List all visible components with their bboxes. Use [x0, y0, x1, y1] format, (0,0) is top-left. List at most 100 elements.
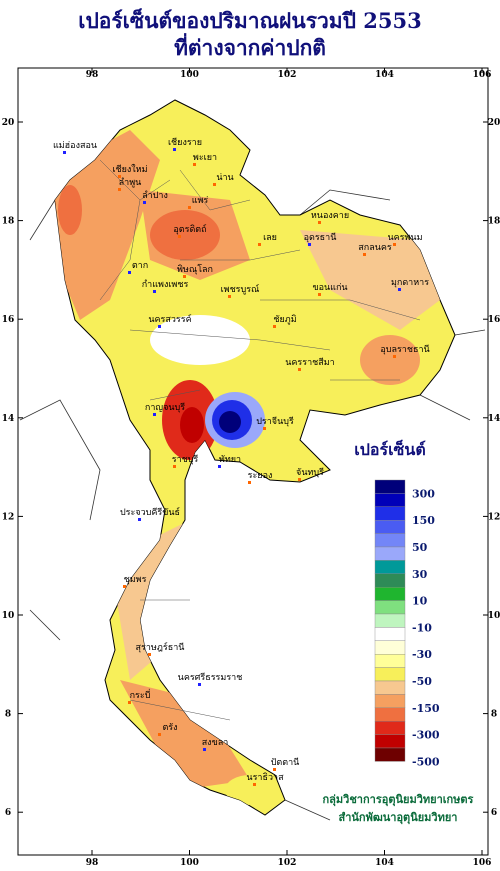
station [298, 478, 301, 481]
station [248, 481, 251, 484]
place-label: จันทบุรี [296, 467, 324, 478]
station [138, 518, 141, 521]
station [393, 355, 396, 358]
place-label: นครราชสีมา [285, 357, 334, 368]
legend-label: -30 [412, 648, 432, 661]
x-tick-label: 100 [180, 858, 199, 868]
legend-swatch [374, 734, 406, 749]
y-tick-label: 14 [488, 414, 500, 424]
place-label: ชัยภูมิ [273, 314, 296, 325]
y-tick-label: 14 [2, 414, 15, 424]
place-label: ชุมพร [124, 575, 147, 585]
station [118, 175, 121, 178]
station [128, 701, 131, 704]
legend-swatch [374, 667, 406, 682]
credit: สำนักพัฒนาอุตุนิยมวิทยา [339, 811, 458, 825]
legend-label: -10 [412, 621, 432, 634]
station [363, 253, 366, 256]
y-tick-label: 18 [488, 217, 500, 227]
legend-swatch [374, 546, 406, 561]
place-label: นครสวรรค์ [148, 313, 191, 325]
station [183, 275, 186, 278]
legend-swatch [374, 680, 406, 695]
place-label: อุตรดิตถ์ [173, 223, 206, 235]
station [193, 163, 196, 166]
station [273, 768, 276, 771]
place-label: พะเยา [193, 153, 217, 163]
place-label: อุดรธานี [304, 232, 337, 243]
station [228, 295, 231, 298]
place-label: อุบลราชธานี [380, 344, 429, 355]
title: เปอร์เซ็นต์ของปริมาณฝนรวมปี 2553 [78, 7, 421, 33]
place-label: แพร่ [192, 196, 209, 206]
legend-swatch [374, 587, 406, 601]
y-tick-label: 16 [488, 315, 500, 325]
legend-swatch [374, 627, 406, 642]
x-tick-label: 104 [375, 70, 394, 80]
legend-swatch [374, 654, 406, 668]
place-label: เพชรบูรณ์ [221, 283, 260, 295]
place-label: เชียงใหม่ [112, 164, 147, 175]
y-tick-label: 6 [5, 808, 11, 818]
station [398, 288, 401, 291]
station [118, 188, 121, 191]
credit: กลุ่มวิชาการอุตุนิยมวิทยาเกษตร [323, 793, 474, 807]
legend-title: เปอร์เซ็นต์ [354, 438, 425, 459]
y-tick-label: 20 [2, 118, 15, 128]
station [253, 783, 256, 786]
station [63, 151, 66, 154]
station [213, 183, 216, 186]
y-tick-label: 12 [2, 512, 15, 522]
legend-swatch [374, 493, 406, 507]
x-tick-label: 106 [473, 70, 492, 80]
legend-swatch [374, 613, 406, 628]
station [143, 201, 146, 204]
place-label: ขอนแก่น [312, 283, 347, 293]
x-tick-label: 98 [86, 858, 99, 868]
station [158, 325, 161, 328]
place-label: ตรัง [162, 723, 177, 733]
y-tick-label: 10 [2, 611, 15, 621]
station [153, 413, 156, 416]
legend-swatch [374, 520, 406, 534]
y-tick-label: 10 [488, 611, 500, 621]
place-label: ระยอง [248, 471, 273, 481]
place-label: เลย [263, 233, 277, 243]
y-tick-label: 8 [491, 710, 497, 720]
place-label: กระบี่ [130, 688, 151, 701]
legend-label: 150 [412, 514, 435, 527]
legend-swatch [374, 707, 406, 722]
station [273, 325, 276, 328]
legend-swatch [374, 506, 406, 521]
legend-label: 30 [412, 568, 428, 581]
station [173, 148, 176, 151]
place-label: ลำปาง [142, 190, 168, 201]
y-tick-label: 12 [488, 512, 500, 522]
station [218, 465, 221, 468]
y-tick-label: 18 [2, 217, 15, 227]
station [178, 235, 181, 238]
place-label: พิษณุโลก [177, 264, 213, 275]
x-tick-label: 102 [278, 858, 297, 868]
legend-label: 300 [412, 487, 435, 500]
place-label: ตาก [132, 261, 148, 271]
station [318, 221, 321, 224]
legend-label: -300 [412, 729, 440, 742]
x-tick-label: 98 [86, 70, 99, 80]
place-label: นครศรีธรรมราช [178, 672, 243, 683]
place-label: นครพนม [387, 233, 422, 243]
station [203, 748, 206, 751]
legend-swatch [374, 479, 406, 494]
legend-label: -150 [412, 702, 440, 715]
neighbours [19, 189, 486, 821]
place-label: สกลนคร [358, 243, 392, 253]
place-label: นราธิวาส [246, 772, 284, 783]
station [393, 243, 396, 246]
legend-swatch [374, 747, 406, 762]
station [158, 733, 161, 736]
legend-swatch [374, 721, 406, 735]
legend-label: 50 [412, 541, 428, 554]
place-label: พัทยา [219, 455, 241, 465]
station [198, 683, 201, 686]
